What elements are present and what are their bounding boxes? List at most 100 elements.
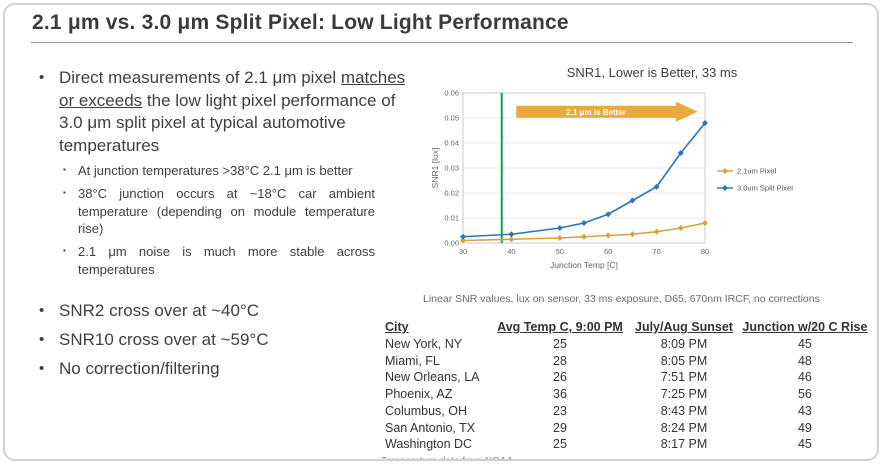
y-tick-label: 0.02 [444,189,459,198]
table-cell: 43 [797,403,812,418]
bullet-sub-3: ▪ 2.1 μm noise is much more stable acros… [63,243,375,278]
data-point-marker [460,233,466,240]
bullet-icon: • [39,331,45,349]
table-cell: 8:43 PM [660,403,708,418]
bullet-list: • Direct measurements of 2.1 μm pixel ma… [39,61,411,380]
bullet-main-1: • Direct measurements of 2.1 μm pixel ma… [39,67,411,157]
bullet-text-pre: Direct measurements of 2.1 μm pixel [59,68,341,87]
x-tick-label: 60 [604,247,612,256]
column-header: Avg Temp C, 9:00 PM [497,320,623,334]
y-tick-label: 0.00 [444,239,459,248]
bullet-sub-1: ▪ At junction temperatures >38°C 2.1 μm … [63,162,375,180]
table-cell: 45 [797,437,812,452]
table-row: Washington DC 25 8:17 PM 45 [381,436,873,453]
y-tick-label: 0.01 [444,214,459,223]
data-point-marker [653,228,660,235]
table-cell: New York, NY [385,336,463,351]
data-point-marker [629,231,636,238]
table-row: Miami, FL 28 8:05 PM 48 [381,353,873,370]
annotation-text: 2.1 μm is Better [566,108,626,117]
legend-label: 2.1um Pixel [737,167,777,176]
snr-chart: 0.00 0.01 0.02 0.03 0.04 0.05 0.06 30 40 50 60 70 80… [430,89,793,271]
city-table-block: City Avg Temp C, 9:00 PM July/Aug Sunset Ju… [381,319,873,459]
data-point-marker [581,233,587,240]
chart-caption: Linear SNR values, lux on sensor, 33 ms … [423,293,820,305]
data-point-marker [556,235,563,241]
bullet-icon: • [39,302,45,320]
table-cell: 8:24 PM [660,420,708,435]
sub-bullet-icon: ▪ [63,246,66,256]
page-title: 2.1 μm vs. 3.0 μm Split Pixel: Low Light… [32,11,569,34]
column-header: City [385,320,409,334]
table-cell: Washington DC [385,437,473,452]
table-cell: 8:17 PM [660,437,708,452]
table-cell: San Antonio, TX [385,420,476,435]
table-cell: 25 [553,336,567,351]
bullet-main-4: • No correction/filtering [39,358,411,381]
column-header: July/Aug Sunset [635,320,733,334]
y-tick-label: 0.05 [444,114,459,123]
bullet-text: SNR10 cross over at ~59°C [59,330,269,350]
spacer [39,278,411,294]
bullet-main-2: • SNR2 cross over at ~40°C [39,300,411,323]
column-header: Junction w/20 C Rise [742,320,868,334]
table-cell: 8:05 PM [660,353,708,368]
table-cell: 45 [797,336,812,351]
bullet-text: Direct measurements of 2.1 μm pixel matc… [59,67,411,157]
data-point-marker [677,225,684,231]
data-point-marker [581,220,587,226]
table-cell: 26 [553,370,567,385]
table-header-row: City Avg Temp C, 9:00 PM July/Aug Sunset Ju… [381,319,873,336]
table-cell: 46 [797,370,812,385]
table-cell: 25 [553,437,567,452]
sub-bullet-text: At junction temperatures >38°C 2.1 μm is… [78,163,353,179]
legend-label: 3.0um Split Pixel [737,184,793,193]
table-row: San Antonio, TX 29 8:24 PM 49 [381,420,873,437]
x-tick-label: 40 [507,247,515,256]
legend-marker [722,168,728,174]
x-axis-title: Junction Temp [C] [550,260,618,270]
annotation-arrow-head [675,101,698,122]
table-cell: 49 [797,420,812,435]
table-cell: 8:09 PM [660,336,708,351]
table-cell: Phoenix, AZ [385,387,453,401]
legend-marker [722,185,728,191]
table-cell: 56 [797,387,812,401]
table-cell: 36 [553,387,567,401]
table-row: Phoenix, AZ 36 7:25 PM 56 [381,386,873,403]
y-axis-title: SNR1 [lux] [430,148,440,189]
table-cell: 7:25 PM [660,387,708,401]
table-row: New Orleans, LA 26 7:51 PM 46 [381,369,873,386]
table-footnote: Temperature data from NOAA [381,456,873,459]
sub-bullet-icon: ▪ [63,188,66,198]
y-tick-label: 0.06 [444,89,459,98]
table-row: New York, NY 25 8:09 PM 45 [381,336,873,353]
sub-bullet-text: 38°C junction occurs at ~18°C car ambien… [78,186,375,237]
bullet-icon: • [39,359,45,377]
table-cell: 29 [553,420,567,435]
table-cell: 23 [553,403,567,418]
series-line [462,122,706,238]
snr-chart-block: SNR1, Lower is Better, 33 ms 0.00 0.01 0.0… [429,65,829,290]
y-tick-label: 0.04 [444,139,459,148]
title-divider [31,42,853,43]
data-point-marker [702,120,708,126]
sub-bullet-text: 2.1 μm noise is much more stable across … [78,244,375,277]
y-tick-label: 0.03 [444,164,459,173]
sub-bullet-icon: ▪ [63,165,66,175]
plot-border [462,92,706,244]
table-cell: 48 [797,353,812,368]
table-cell: 28 [553,353,567,368]
bullet-text-underlined: matches or exceeds [59,68,406,110]
bullet-sub-2: ▪ 38°C junction occurs at ~18°C car ambi… [63,185,375,238]
city-table: City Avg Temp C, 9:00 PM July/Aug Sunset Ju… [381,319,873,453]
table-cell: New Orleans, LA [385,370,480,385]
table-cell: Miami, FL [385,353,440,368]
table-cell: Columbus, OH [385,403,467,418]
x-tick-label: 50 [556,247,564,256]
data-point-marker [605,232,612,239]
slide: 2.1 μm vs. 3.0 μm Split Pixel: Low Light… [3,3,879,461]
data-point-marker [508,231,515,238]
x-tick-label: 70 [652,247,660,256]
data-point-marker [702,220,708,226]
